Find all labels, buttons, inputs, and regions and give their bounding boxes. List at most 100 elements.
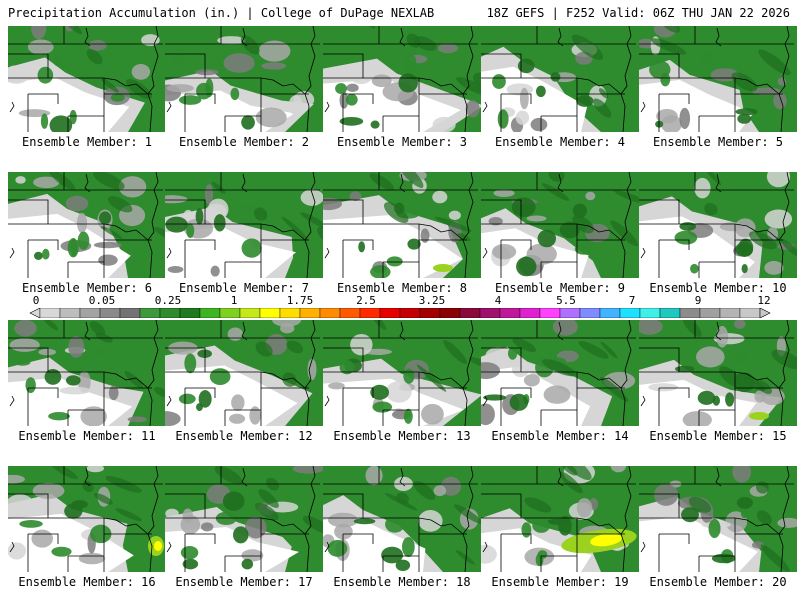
- scale-swatch: [199, 308, 221, 318]
- precip-map: [165, 320, 323, 426]
- scale-tick-label: 9: [694, 294, 702, 307]
- scale-tick-label: 1: [230, 294, 238, 307]
- state-boundaries: [639, 320, 794, 426]
- ensemble-member-label: Ensemble Member: 20: [649, 575, 787, 589]
- precip-map: [8, 320, 166, 426]
- ensemble-member-label: Ensemble Member: 13: [333, 429, 471, 443]
- state-boundaries: [481, 466, 636, 572]
- precip-map: [323, 172, 481, 278]
- scale-swatch: [219, 308, 241, 318]
- state-boundaries: [323, 320, 478, 426]
- scale-swatch: [699, 308, 721, 318]
- state-boundaries: [639, 26, 794, 132]
- ensemble-member-label: Ensemble Member: 6: [21, 281, 153, 295]
- scale-swatch: [639, 308, 661, 318]
- scale-swatch: [359, 308, 381, 318]
- ensemble-map-panel: [323, 172, 481, 278]
- state-boundaries: [639, 466, 794, 572]
- ensemble-member-label: Ensemble Member: 9: [494, 281, 626, 295]
- ensemble-member-label: Ensemble Member: 18: [333, 575, 471, 589]
- scale-swatch: [259, 308, 281, 318]
- state-boundaries: [481, 172, 636, 278]
- scale-tick-label: 4: [494, 294, 502, 307]
- scale-swatch: [339, 308, 361, 318]
- precip-map: [165, 172, 323, 278]
- scale-swatch: [459, 308, 481, 318]
- precip-map: [8, 172, 166, 278]
- scale-right-arrow: [759, 308, 771, 318]
- scale-swatch: [479, 308, 501, 318]
- scale-swatch: [239, 308, 261, 318]
- precip-map: [323, 466, 481, 572]
- ensemble-map-panel: [323, 320, 481, 426]
- precip-map: [639, 320, 797, 426]
- ensemble-member-label: Ensemble Member: 8: [336, 281, 468, 295]
- scale-swatch: [379, 308, 401, 318]
- scale-swatch: [439, 308, 461, 318]
- ensemble-map-panel: [323, 466, 481, 572]
- color-scale-bar: [29, 308, 771, 318]
- scale-swatch: [619, 308, 641, 318]
- ensemble-member-label: Ensemble Member: 10: [649, 281, 787, 295]
- state-boundaries: [8, 26, 163, 132]
- chart-title: Precipitation Accumulation (in.) | Colle…: [8, 6, 435, 20]
- ensemble-map-panel: [165, 320, 323, 426]
- scale-swatch: [179, 308, 201, 318]
- state-boundaries: [165, 466, 320, 572]
- state-boundaries: [481, 26, 636, 132]
- scale-swatch: [719, 308, 741, 318]
- scale-swatch: [279, 308, 301, 318]
- scale-tick-label: 12: [757, 294, 771, 307]
- scale-swatch: [599, 308, 621, 318]
- precip-map: [323, 26, 481, 132]
- scale-swatch: [499, 308, 521, 318]
- scale-tick-label: 5.5: [556, 294, 576, 307]
- ensemble-member-label: Ensemble Member: 12: [175, 429, 313, 443]
- scale-tick-label: 2.5: [356, 294, 376, 307]
- scale-left-arrow: [29, 308, 41, 318]
- state-boundaries: [323, 26, 478, 132]
- scale-swatch: [659, 308, 681, 318]
- scale-tick-label: 3.25: [418, 294, 446, 307]
- ensemble-map-panel: [8, 172, 166, 278]
- ensemble-map-panel: [481, 26, 639, 132]
- ensemble-member-label: Ensemble Member: 2: [178, 135, 310, 149]
- state-boundaries: [8, 320, 163, 426]
- ensemble-member-label: Ensemble Member: 19: [491, 575, 629, 589]
- precip-map: [8, 466, 166, 572]
- precip-map: [481, 320, 639, 426]
- color-scale: 0 0.05 0.25 1 1.75 2.5 3.25 4 5.5 7 9 12: [0, 294, 800, 318]
- scale-tick-label: 1.75: [286, 294, 314, 307]
- scale-swatch: [319, 308, 341, 318]
- precip-map: [481, 172, 639, 278]
- ensemble-map-panel: [481, 320, 639, 426]
- scale-swatch: [739, 308, 761, 318]
- ensemble-member-label: Ensemble Member: 7: [178, 281, 310, 295]
- scale-swatch: [299, 308, 321, 318]
- scale-swatch: [139, 308, 161, 318]
- ensemble-map-panel: [8, 320, 166, 426]
- ensemble-map-panel: [481, 466, 639, 572]
- ensemble-member-label: Ensemble Member: 1: [21, 135, 153, 149]
- scale-swatch: [99, 308, 121, 318]
- scale-tick-label: 0.05: [88, 294, 116, 307]
- precip-map: [165, 26, 323, 132]
- ensemble-map-panel: [639, 26, 797, 132]
- scale-swatch: [59, 308, 81, 318]
- scale-swatch: [159, 308, 181, 318]
- state-boundaries: [323, 172, 478, 278]
- ensemble-map-panel: [639, 172, 797, 278]
- ensemble-member-label: Ensemble Member: 4: [494, 135, 626, 149]
- ensemble-map-panel: [165, 26, 323, 132]
- ensemble-map-panel: [8, 466, 166, 572]
- ensemble-member-label: Ensemble Member: 11: [18, 429, 156, 443]
- scale-swatch: [419, 308, 441, 318]
- scale-swatch: [519, 308, 541, 318]
- ensemble-map-panel: [481, 172, 639, 278]
- state-boundaries: [323, 466, 478, 572]
- state-boundaries: [639, 172, 794, 278]
- state-boundaries: [165, 26, 320, 132]
- scale-swatch: [119, 308, 141, 318]
- ensemble-member-label: Ensemble Member: 17: [175, 575, 313, 589]
- state-boundaries: [481, 320, 636, 426]
